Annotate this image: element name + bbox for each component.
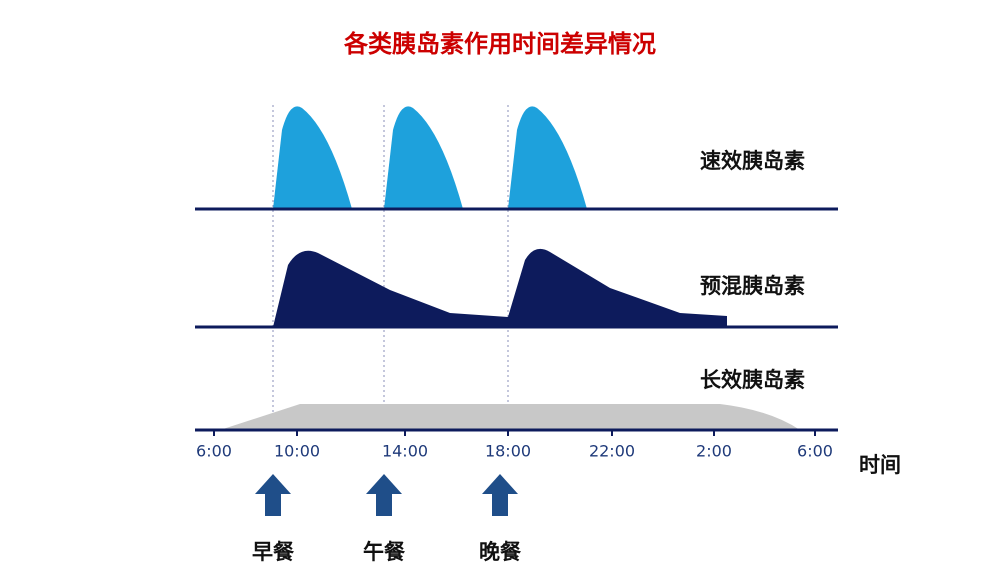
- axis-label: 时间: [859, 453, 901, 477]
- meal-label: 午餐: [363, 540, 406, 564]
- meal-guides: [272, 105, 509, 430]
- rapid-curves: [273, 106, 587, 209]
- meal-label: 早餐: [252, 540, 295, 564]
- tick-label: 2:00: [696, 442, 732, 461]
- row-label: 长效胰岛素: [700, 368, 805, 392]
- tick-label: 6:00: [196, 442, 232, 461]
- tick-label: 6:00: [797, 442, 833, 461]
- basal-curve: [220, 404, 800, 430]
- tick-label: 10:00: [274, 442, 320, 461]
- meal-label: 晚餐: [479, 540, 522, 564]
- premix-curve: [273, 248, 727, 327]
- row-label: 速效胰岛素: [700, 149, 805, 173]
- title: 各类胰岛素作用时间差异情况: [343, 30, 656, 58]
- tick-marks: [213, 430, 816, 436]
- row-label: 预混胰岛素: [700, 274, 805, 298]
- tick-label: 18:00: [485, 442, 531, 461]
- tick-label: 22:00: [589, 442, 635, 461]
- tick-label: 14:00: [382, 442, 428, 461]
- meal-arrows: [255, 474, 518, 516]
